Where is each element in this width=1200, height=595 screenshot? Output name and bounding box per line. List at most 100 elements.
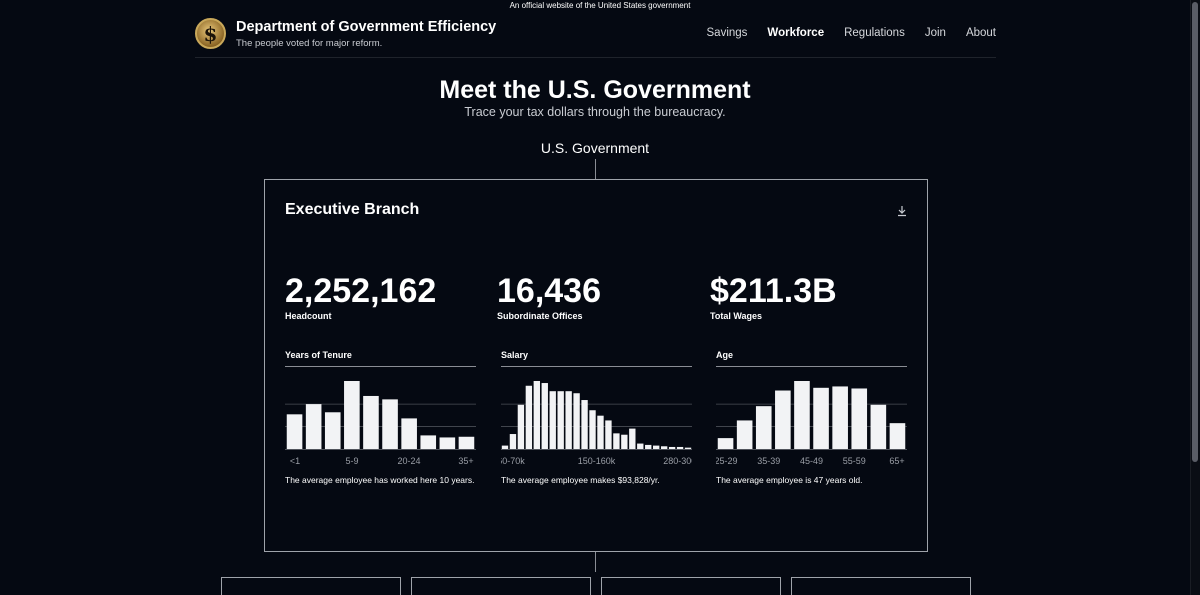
histogram-bar[interactable] [660,446,668,449]
stat-value: 2,252,162 [285,272,437,310]
histogram-bar[interactable] [565,391,572,449]
tree-root-label[interactable]: U.S. Government [540,140,650,156]
stat-headcount: 2,252,162 Headcount [285,271,436,321]
child-card[interactable] [601,577,781,595]
child-card[interactable] [791,577,971,595]
child-card[interactable] [221,577,401,595]
stat-label: Subordinate Offices [497,311,583,321]
tick-label: 280-300k [663,456,692,466]
nav-about[interactable]: About [965,27,996,39]
histogram-bar[interactable] [736,420,753,449]
tree-connector-top [595,159,596,179]
page-scrollbar[interactable] [1190,0,1200,595]
histogram-bar[interactable] [589,410,596,449]
site-title[interactable]: Department of Government Efficiency [236,19,497,35]
page-subtitle: Trace your tax dollars through the burea… [464,105,726,119]
histogram-bar[interactable] [525,385,533,449]
stat-label: Headcount [285,311,332,321]
histogram-bar[interactable] [420,435,437,449]
stat-value: $211.3B [710,272,837,310]
site-header: $ Department of Government Efficiency Th… [195,14,996,58]
histogram-bar[interactable] [458,436,475,449]
official-banner: An official website of the United States… [509,1,691,10]
tick-label: 5-9 [345,456,358,466]
histogram-bar[interactable] [653,445,660,449]
histogram-bar[interactable] [533,381,540,449]
histogram-bar[interactable] [668,446,676,449]
histogram-bar[interactable] [597,415,604,449]
tenure-histogram[interactable]: <1 5-9 20-24 35+ [285,367,476,469]
histogram-bar[interactable] [832,386,848,449]
tenure-chart: Years of Tenure <1 5-9 20-24 35+ The averag… [285,350,476,485]
stat-value: 16,436 [497,272,601,310]
histogram-bar[interactable] [813,387,829,449]
tick-label: 55-59 [843,456,866,466]
histogram-bar[interactable] [517,404,525,449]
nav-workforce[interactable]: Workforce [767,27,825,39]
histogram-bar[interactable] [605,420,612,449]
histogram-bar[interactable] [684,447,692,449]
histogram-bar[interactable] [581,400,588,449]
chart-note: The average employee is 47 years old. [716,475,863,485]
download-icon[interactable] [896,205,908,217]
chart-title: Salary [501,350,692,367]
histogram-bar[interactable] [851,388,868,449]
chart-note: The average employee has worked here 10 … [285,475,475,485]
histogram-bar[interactable] [870,404,887,449]
histogram-bar[interactable] [755,406,772,449]
salary-histogram[interactable]: 60-70k 150-160k 280-300k [501,367,692,469]
tick-label: 60-70k [501,456,525,466]
histogram-bar[interactable] [363,395,379,449]
histogram-bar[interactable] [621,434,628,449]
age-histogram[interactable]: 25-29 35-39 45-49 55-59 65+ [716,367,907,469]
child-card[interactable] [411,577,591,595]
histogram-bar[interactable] [889,423,906,449]
histogram-bar[interactable] [645,444,652,449]
stat-total-wages: $211.3B Total Wages [710,271,837,321]
histogram-bar[interactable] [439,437,456,449]
histogram-bar[interactable] [549,391,556,449]
histogram-bar[interactable] [509,434,517,449]
nav-join[interactable]: Join [924,27,946,39]
chart-title: Years of Tenure [285,350,476,367]
executive-branch-card: Executive Branch 2,252,162 Headcount 16,… [264,179,928,552]
chart-note: The average employee makes $93,828/yr. [501,475,660,485]
histogram-bar[interactable] [286,414,303,449]
doge-seal-logo[interactable]: $ [195,18,226,49]
histogram-bar[interactable] [344,381,360,449]
histogram-bar[interactable] [501,445,509,449]
histogram-bar[interactable] [382,399,398,449]
histogram-bar[interactable] [401,418,417,449]
chart-title: Age [716,350,907,367]
histogram-bar[interactable] [324,412,341,449]
histogram-bar[interactable] [794,381,810,449]
histogram-bar[interactable] [637,443,644,449]
tick-label: 20-24 [397,456,420,466]
age-chart: Age 25-29 35-39 45-49 55-59 65+ The average … [716,350,907,485]
tick-label: 35-39 [757,456,780,466]
main-nav: Savings Workforce Regulations Join About [707,27,997,39]
tick-label: 150-160k [578,456,616,466]
histogram-bar[interactable] [775,390,791,449]
histogram-bar[interactable] [676,446,684,449]
site-tagline: The people voted for major reform. [236,38,383,49]
histogram-bar[interactable] [629,428,636,449]
tick-label: 65+ [889,456,904,466]
histogram-bar[interactable] [717,438,734,449]
tick-label: <1 [290,456,300,466]
tick-label: 45-49 [800,456,823,466]
stat-label: Total Wages [710,311,763,321]
histogram-bar[interactable] [541,383,548,449]
tick-label: 25-29 [716,456,738,466]
tick-label: 35+ [458,456,473,466]
page-title: Meet the U.S. Government [439,76,751,104]
salary-chart: Salary 60-70k 150-160k 280-300k The averag… [501,350,692,485]
histogram-bar[interactable] [613,433,620,449]
histogram-bar[interactable] [305,404,322,449]
histogram-bar[interactable] [557,391,564,449]
scroll-thumb[interactable] [1192,2,1198,462]
nav-savings[interactable]: Savings [706,27,748,39]
card-title: Executive Branch [285,201,420,218]
histogram-bar[interactable] [573,393,580,449]
nav-regulations[interactable]: Regulations [844,27,905,39]
